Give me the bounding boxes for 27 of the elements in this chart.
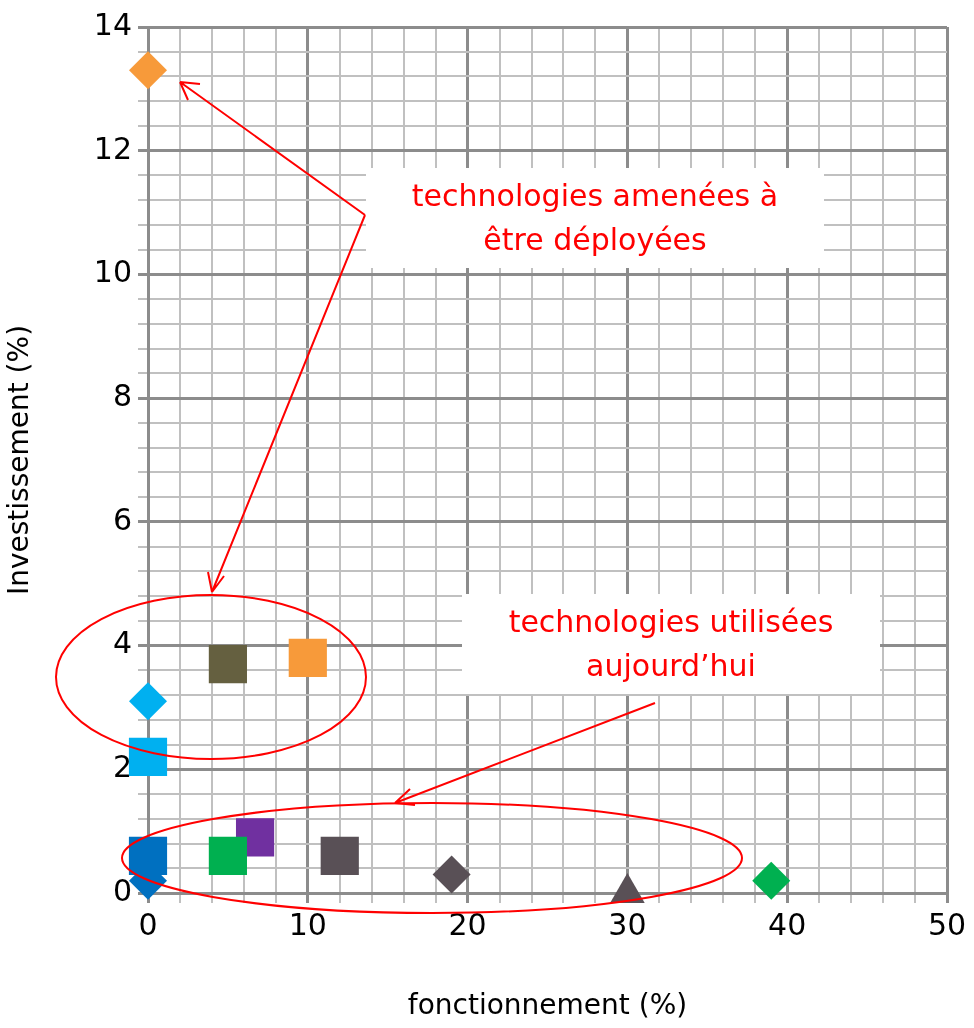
point xyxy=(208,836,247,875)
x-tick-label: 0 xyxy=(138,906,158,942)
y-tick-label: 6 xyxy=(112,501,132,537)
y-tick-label: 0 xyxy=(112,872,132,908)
y-tick-label: 4 xyxy=(112,625,132,661)
point xyxy=(208,645,247,684)
x-tick-label: 10 xyxy=(288,906,327,942)
x-axis-title: fonctionnement (%) xyxy=(407,988,688,1022)
y-tick-label: 12 xyxy=(93,130,132,166)
x-tick-label: 20 xyxy=(448,906,487,942)
annotation: technologies amenées à être déployées xyxy=(366,168,824,268)
point xyxy=(288,638,327,678)
point xyxy=(129,51,167,90)
x-tick-label: 50 xyxy=(927,906,967,942)
point xyxy=(432,855,471,894)
x-tick-label: 30 xyxy=(608,906,647,942)
point xyxy=(752,861,791,900)
y-tick-label: 2 xyxy=(112,749,132,785)
y-tick-label: 10 xyxy=(93,254,132,290)
point xyxy=(128,737,168,777)
point xyxy=(129,682,167,721)
x-tick-label: 40 xyxy=(768,906,807,942)
y-axis-title: Investissement (%) xyxy=(2,324,36,596)
y-tick-label: 14 xyxy=(93,6,132,42)
y-tick-label: 8 xyxy=(112,377,132,413)
point xyxy=(320,836,359,875)
annotation: technologies utilisées aujourd’hui xyxy=(462,594,880,694)
